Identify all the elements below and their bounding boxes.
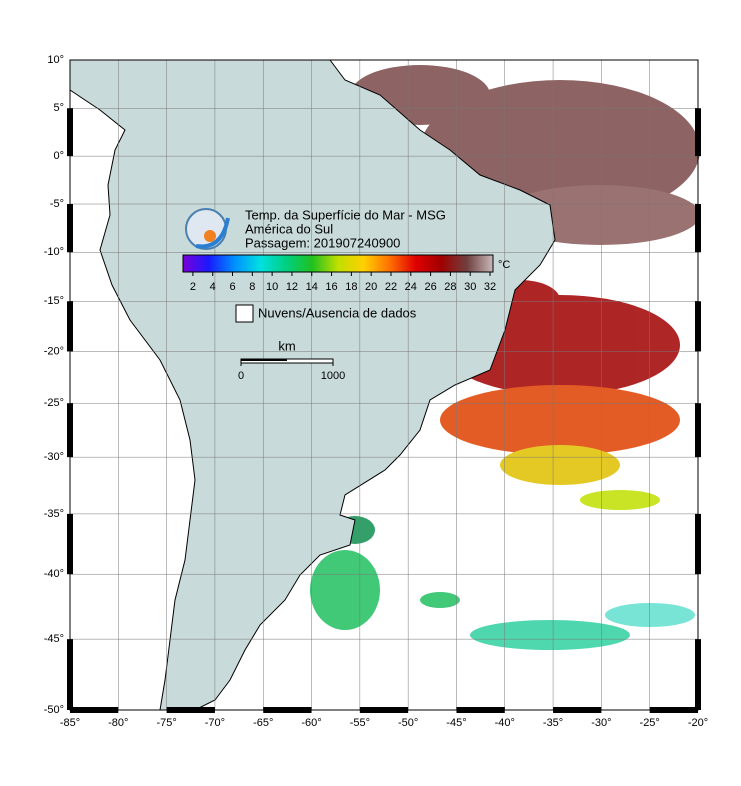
colorbar [182, 254, 494, 273]
x-tick-label: -85° [60, 717, 80, 729]
logo [185, 208, 230, 250]
x-tick-label: -65° [253, 717, 273, 729]
scale-unit: km [278, 338, 295, 353]
colorbar-tick-label: 32 [484, 281, 496, 293]
x-tick-label: -60° [301, 717, 321, 729]
colorbar-tick-label: 24 [405, 281, 417, 293]
y-tick-label: -30° [44, 451, 64, 463]
colorbar-unit: °C [498, 259, 510, 271]
x-tick-label: -75° [156, 717, 176, 729]
scale-bar-fill [241, 359, 287, 361]
y-tick-label: -50° [44, 704, 64, 716]
x-tick-label: -50° [398, 717, 418, 729]
x-tick-label: -80° [108, 717, 128, 729]
frame [69, 59, 699, 711]
colorbar-tick-label: 8 [249, 281, 255, 293]
y-tick-label: -5° [50, 198, 64, 210]
x-tick-label: -45° [446, 717, 466, 729]
colorbar-tick-label: 20 [365, 281, 377, 293]
colorbar-tick-label: 6 [229, 281, 235, 293]
colorbar-tick-label: 22 [385, 281, 397, 293]
x-tick-label: -35° [543, 717, 563, 729]
x-tick-label: -40° [495, 717, 515, 729]
y-tick-label: -25° [44, 397, 64, 409]
y-tick-label: -15° [44, 295, 64, 307]
scale-tick-label: 0 [238, 370, 244, 382]
y-tick-label: -45° [44, 633, 64, 645]
x-tick-label: -55° [350, 717, 370, 729]
region: América do Sul [245, 221, 333, 236]
colorbar-tick-label: 12 [286, 281, 298, 293]
y-tick-label: 0° [53, 150, 64, 162]
x-tick-label: -20° [688, 717, 708, 729]
pass: Passagem: 201907240900 [245, 235, 400, 250]
x-tick-label: -30° [591, 717, 611, 729]
x-tick-label: -25° [640, 717, 660, 729]
y-tick-label: 5° [53, 102, 64, 114]
sst-field [310, 65, 700, 650]
y-tick-label: -35° [44, 508, 64, 520]
colorbar-tick-label: 10 [266, 281, 278, 293]
x-tick-label: -70° [205, 717, 225, 729]
colorbar-tick-label: 30 [464, 281, 476, 293]
colorbar-tick-label: 26 [424, 281, 436, 293]
y-tick-label: -20° [44, 345, 64, 357]
colorbar-tick-label: 18 [345, 281, 357, 293]
colorbar-tick-label: 4 [210, 281, 216, 293]
y-tick-label: 10° [47, 54, 64, 66]
title: Temp. da Superfície do Mar - MSG [245, 207, 446, 222]
no-data-swatch [235, 304, 254, 323]
y-tick-label: -40° [44, 568, 64, 580]
y-tick-label: -10° [44, 246, 64, 258]
colorbar-tick-label: 14 [306, 281, 318, 293]
colorbar-tick-label: 2 [190, 281, 196, 293]
no-data-label: Nuvens/Ausencia de dados [258, 305, 417, 320]
colorbar-tick-label: 16 [325, 281, 337, 293]
scale-tick-label: 1000 [321, 370, 345, 382]
colorbar-tick-label: 28 [444, 281, 456, 293]
